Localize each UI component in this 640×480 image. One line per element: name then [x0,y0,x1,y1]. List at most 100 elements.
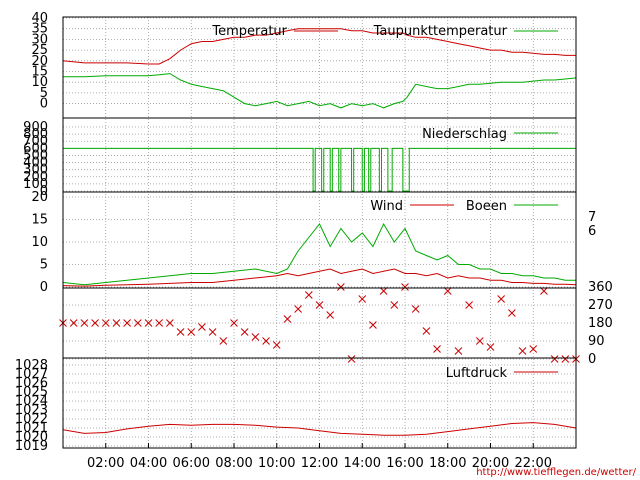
y-tick-label: 400 [23,156,48,171]
direction-point [315,301,324,309]
direction-point [475,337,484,345]
direction-point [176,328,185,336]
y-tick-label: 5 [40,86,48,101]
direction-point [347,355,356,363]
y-tick-label: 1025 [15,385,48,400]
x-tick-label: 06:00 [173,456,210,471]
direction-point [401,283,409,291]
legend-label: Luftdruck [446,366,508,381]
direction-point [155,319,164,327]
y2-tick-label: 7 [588,210,596,225]
direction-point [369,321,377,329]
direction-point [379,287,388,295]
y2-tick-label: 90 [588,334,605,349]
y-tick-label: 35 [31,22,48,37]
y-tick-label: 200 [23,170,48,185]
y-tick-label: 10 [31,235,48,250]
direction-point [422,327,431,335]
direction-point [550,355,559,363]
direction-point [240,328,249,336]
y-tick-label: 800 [23,127,48,142]
direction-point [272,341,281,349]
direction-point [283,315,292,323]
y-tick-label: 20 [31,54,48,69]
direction-point [326,311,335,319]
y-tick-label: 600 [23,141,48,156]
x-tick-label: 22:00 [515,456,552,471]
direction-point [133,319,142,327]
x-tick-label: 08:00 [215,456,252,471]
y-tick-label: 0 [40,184,48,199]
direction-point [198,323,206,331]
y-tick-label: 25 [31,43,48,58]
y-tick-label: 1021 [15,421,48,436]
direction-point [166,319,174,327]
x-tick-label: 14:00 [344,456,381,471]
y-tick-label: 30 [31,32,48,47]
series-line-temperatur [62,28,576,65]
direction-point [219,337,228,345]
direction-point [540,287,548,295]
y2-tick-label: 6 [588,224,596,239]
x-tick-label: 18:00 [429,456,466,471]
y-tick-label: 1026 [15,376,48,391]
y-tick-label: 1023 [15,403,48,418]
direction-point [390,301,399,309]
direction-point [454,347,463,355]
direction-point [433,345,441,353]
direction-point [518,347,527,355]
y-tick-label: 1028 [15,358,48,373]
x-tick-label: 20:00 [472,456,509,471]
y-tick-label: 0 [40,280,48,295]
x-tick-label: 10:00 [258,456,295,471]
y-tick-label: 20 [31,190,48,205]
legend-label: Boeen [466,199,507,214]
direction-point [208,328,217,336]
x-tick-label: 12:00 [301,456,338,471]
direction-point [69,319,78,327]
series-line-wind [62,268,577,287]
y-tick-label: 1027 [15,367,48,382]
direction-point [497,295,506,303]
legend-label: Niederschlag [422,127,507,142]
x-tick-label: 04:00 [130,456,167,471]
direction-point [123,319,131,327]
x-tick-label: 02:00 [87,456,124,471]
y-tick-label: 300 [23,163,48,178]
direction-point [187,328,196,336]
direction-point [101,319,110,327]
y-tick-label: 700 [23,134,48,149]
source-url: http://www.tiefflegen.de/wetter/ [476,467,636,478]
direction-point [294,305,302,313]
direction-point [91,319,99,327]
x-tick-label: 16:00 [386,456,423,471]
y-tick-label: 0 [40,97,48,112]
y2-tick-label: 270 [588,298,613,313]
legend-label: Temperatur [211,24,287,39]
y-tick-label: 1019 [15,439,48,454]
direction-point [465,301,473,309]
legend-label: Wind [370,199,403,214]
direction-point [486,343,495,351]
direction-point [508,309,516,317]
y-tick-label: 15 [31,213,48,228]
direction-point [112,319,121,327]
direction-point [304,291,313,299]
direction-point [80,319,89,327]
direction-point [144,319,153,327]
series-line-niederschlag [63,147,576,192]
series-line-luftdruck [62,422,577,436]
series-line-taupunkttemperatur [63,73,577,109]
direction-point [358,295,367,303]
direction-point [230,319,238,327]
y-tick-label: 1020 [15,430,48,445]
direction-point [262,337,270,345]
y-tick-label: 900 [23,120,48,135]
direction-point [443,287,452,295]
legend-label: Taupunkttemperatur [373,24,508,39]
y2-tick-label: 180 [588,316,613,331]
direction-point [529,345,538,353]
y-tick-label: 1022 [15,412,48,427]
